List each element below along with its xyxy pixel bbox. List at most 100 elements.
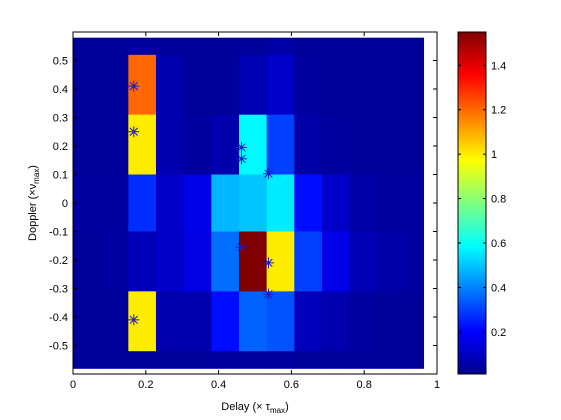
heatmap-cell — [266, 37, 295, 56]
heatmap-cell — [238, 351, 268, 369]
x-tick-label: 0 — [70, 379, 76, 391]
y-tick-label: 0.5 — [53, 56, 68, 68]
heatmap-cell — [183, 114, 212, 175]
heatmap-cell — [377, 291, 406, 352]
heatmap-cell — [183, 231, 212, 292]
heatmap-cell — [211, 37, 240, 56]
y-tick-label: -0.3 — [49, 284, 68, 296]
heatmap-cell — [349, 37, 378, 56]
peak-marker — [128, 314, 140, 326]
colorbar-tick-label: 1 — [491, 149, 497, 161]
x-tick-label: 0.8 — [357, 379, 372, 391]
heatmap-cell — [155, 37, 185, 56]
colorbar-tick-label: 0.8 — [491, 194, 506, 206]
heatmap-cell — [211, 54, 240, 116]
heatmap-cell — [377, 351, 406, 369]
heatmap-cell — [404, 37, 425, 56]
heatmap-cell — [266, 291, 295, 352]
heatmap-cell — [183, 291, 212, 352]
x-tick-label: 0.4 — [211, 379, 226, 391]
heatmap-cell — [404, 54, 425, 116]
heatmap-cell — [266, 114, 295, 175]
y-tick-label: -0.1 — [49, 227, 68, 239]
heatmap-cell — [321, 291, 351, 352]
heatmap-cell — [73, 174, 102, 232]
heatmap-cell — [73, 231, 102, 292]
heatmap-cell — [294, 174, 323, 232]
colorbar-tick-label: 1.2 — [491, 105, 506, 117]
peak-marker — [236, 141, 248, 153]
heatmap-cell — [73, 291, 102, 352]
heatmap-cell — [211, 114, 240, 175]
heatmap-cell — [100, 351, 129, 369]
heatmap-cell — [211, 231, 240, 292]
y-tick-label: 0.2 — [53, 141, 68, 153]
heatmap-cell — [238, 54, 268, 116]
heatmap-cell — [238, 291, 268, 352]
heatmap-cell — [266, 54, 295, 116]
peak-marker — [262, 257, 274, 269]
y-tick-label: -0.2 — [49, 255, 68, 267]
heatmap-cell — [155, 291, 185, 352]
heatmap-cell — [211, 351, 240, 369]
heatmap-cell — [404, 114, 425, 175]
heatmap-cell — [183, 174, 212, 232]
y-tick-label: 0.3 — [53, 113, 68, 125]
heatmap-cell — [73, 351, 102, 369]
heatmap-cell — [211, 291, 240, 352]
peak-marker — [236, 241, 248, 253]
heatmap-cell — [377, 174, 406, 232]
peak-marker — [236, 153, 248, 165]
heatmap-cell — [238, 174, 268, 232]
heatmap-cell — [404, 291, 425, 352]
x-axis-label: Delay (× τmax) — [221, 401, 288, 415]
y-tick-label: -0.5 — [49, 341, 68, 353]
heatmap-cell — [377, 37, 406, 56]
heatmap-cell — [321, 351, 351, 369]
heatmap-cell — [183, 54, 212, 116]
heatmap-cell — [266, 351, 295, 369]
heatmap-cell — [404, 231, 425, 292]
colorbar-tick-label: 0.6 — [491, 238, 506, 250]
heatmap-cell — [100, 174, 129, 232]
heatmap-cell — [155, 114, 185, 175]
heatmap-cell — [100, 291, 129, 352]
heatmap-cell — [321, 231, 351, 292]
heatmap-cell — [155, 174, 185, 232]
colorbar-tick-label: 1.4 — [491, 60, 506, 72]
heatmap-cell — [266, 231, 295, 292]
heatmap-cell — [238, 231, 268, 292]
heatmap-cell — [321, 37, 351, 56]
heatmap-cell — [349, 114, 378, 175]
heatmap-cell — [238, 114, 268, 175]
heatmap-cell — [294, 291, 323, 352]
heatmap-cell — [128, 231, 157, 292]
peak-markers — [128, 80, 274, 326]
x-tick-label: 1 — [434, 379, 440, 391]
heatmap-cell — [100, 37, 129, 56]
heatmap-cell — [183, 37, 212, 56]
heatmap-cell — [266, 174, 295, 232]
heatmap-cell — [349, 54, 378, 116]
x-axis-ticks: 0 0.2 0.4 0.6 0.8 1 — [70, 32, 440, 391]
heatmap-cell — [155, 54, 185, 116]
heatmap-cell — [128, 351, 157, 369]
heatmap-cell — [404, 174, 425, 232]
y-tick-label: 0.4 — [53, 84, 68, 96]
heatmap-cell — [377, 231, 406, 292]
heatmap-cell — [294, 54, 323, 116]
peak-marker — [128, 126, 140, 138]
heatmap-cell — [321, 54, 351, 116]
heatmap-cell — [321, 114, 351, 175]
heatmap-cell — [294, 231, 323, 292]
y-axis-label: Doppler (×νmax) — [27, 165, 41, 241]
colorbar — [458, 32, 486, 374]
x-tick-label: 0.2 — [138, 379, 153, 391]
heatmap-cells — [73, 37, 425, 369]
heatmap-cell — [404, 351, 425, 369]
heatmap-cell — [349, 174, 378, 232]
y-tick-label: 0 — [62, 198, 68, 210]
heatmap-cell — [73, 54, 102, 116]
x-tick-label: 0.6 — [284, 379, 299, 391]
